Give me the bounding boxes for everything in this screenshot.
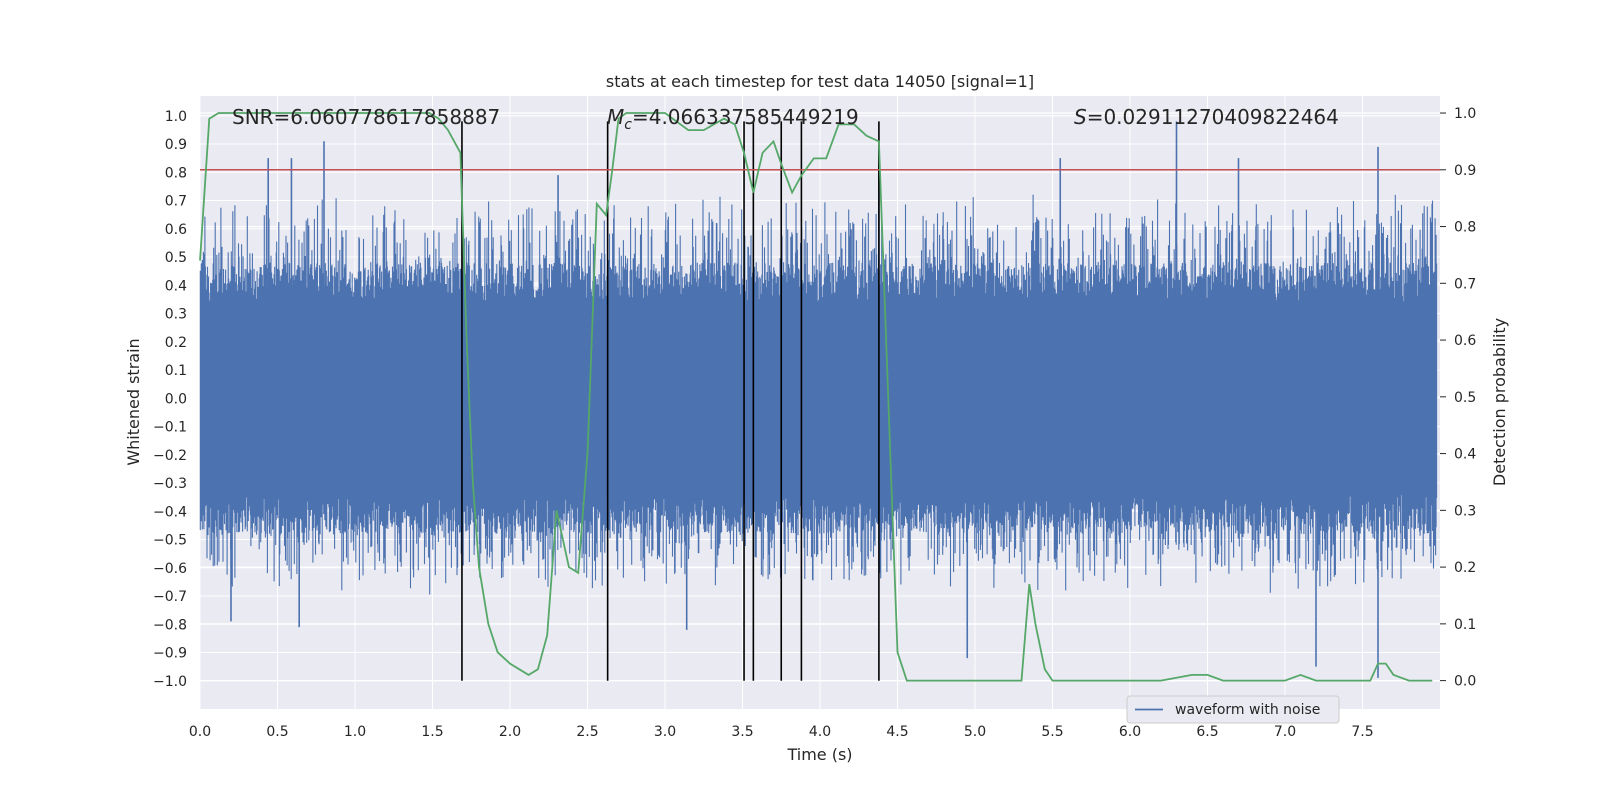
y-right-tick-label: 0.0 — [1454, 674, 1476, 690]
y-right-axis-label: Detection probability — [1490, 318, 1509, 486]
mc-symbol: M — [607, 105, 624, 129]
y-right-tick-label: 0.8 — [1454, 220, 1476, 236]
mc-subscript: c — [624, 117, 632, 133]
y-left-tick-label: −0.4 — [153, 504, 187, 520]
x-tick-label: 6.0 — [1119, 724, 1141, 740]
x-tick-label: 0.5 — [266, 724, 288, 740]
y-left-tick-label: −0.5 — [153, 533, 187, 549]
y-left-tick-label: −0.8 — [153, 617, 187, 633]
s-symbol: S — [1074, 105, 1087, 129]
y-right-tick-label: 0.4 — [1454, 447, 1476, 463]
x-tick-label: 7.5 — [1351, 724, 1373, 740]
y-right-tick-labels: 0.0 0.1 0.2 0.3 0.4 0.5 0.6 0.7 0.8 0.9 1.0 — [1440, 106, 1476, 690]
x-tick-label: 2.0 — [499, 724, 521, 740]
mc-annotation: Mc=4.066337585449219 — [607, 105, 859, 133]
y-left-tick-label: 0.6 — [165, 222, 187, 238]
y-left-tick-label: 0.1 — [165, 363, 187, 379]
y-left-tick-labels: −1.0 −0.9 −0.8 −0.7 −0.6 −0.5 −0.4 −0.3 −0.2 −0.1… — [153, 109, 187, 690]
x-tick-label: 2.5 — [576, 724, 598, 740]
y-right-tick-label: 1.0 — [1454, 106, 1476, 122]
x-tick-label: 6.5 — [1196, 724, 1218, 740]
y-right-tick-label: 0.7 — [1454, 276, 1476, 292]
y-left-axis-label: Whitened strain — [124, 338, 143, 465]
x-tick-label: 4.5 — [886, 724, 908, 740]
x-tick-label: 0.0 — [189, 724, 211, 740]
x-tick-label: 5.5 — [1041, 724, 1063, 740]
x-tick-label: 1.0 — [344, 724, 366, 740]
y-right-tick-label: 0.5 — [1454, 390, 1476, 406]
x-tick-label: 4.0 — [809, 724, 831, 740]
s-annotation: S=0.02911270409822464 — [1074, 105, 1339, 129]
y-right-tick-label: 0.6 — [1454, 333, 1476, 349]
mc-value: =4.066337585449219 — [632, 105, 859, 129]
y-left-tick-label: −0.6 — [153, 561, 187, 577]
y-left-tick-label: −0.9 — [153, 646, 187, 662]
y-left-tick-label: −0.7 — [153, 589, 187, 605]
y-left-tick-label: 1.0 — [165, 109, 187, 125]
x-tick-label: 3.5 — [731, 724, 753, 740]
y-right-tick-label: 0.1 — [1454, 617, 1476, 633]
x-tick-label: 7.0 — [1274, 724, 1296, 740]
x-tick-label: 3.0 — [654, 724, 676, 740]
y-left-tick-label: 0.0 — [165, 391, 187, 407]
legend-label: waveform with noise — [1175, 702, 1320, 718]
x-tick-labels: 0.0 0.5 1.0 1.5 2.0 2.5 3.0 3.5 4.0 4.5 5.0 5.5 6.0 6… — [189, 724, 1374, 740]
probability-line — [199, 112, 1433, 682]
x-axis-label: Time (s) — [786, 745, 852, 764]
y-left-tick-label: 0.4 — [165, 278, 187, 294]
y-left-tick-label: 0.2 — [165, 335, 187, 351]
s-value: =0.02911270409822464 — [1087, 105, 1339, 129]
y-right-tick-label: 0.9 — [1454, 163, 1476, 179]
y-left-tick-label: −0.2 — [153, 448, 187, 464]
chart-title: stats at each timestep for test data 140… — [606, 72, 1034, 91]
y-left-tick-label: 0.8 — [165, 165, 187, 181]
y-left-tick-label: −1.0 — [153, 674, 187, 690]
y-right-tick-label: 0.3 — [1454, 503, 1476, 519]
y-left-tick-label: −0.3 — [153, 476, 187, 492]
legend-box — [1126, 695, 1340, 724]
y-left-tick-label: 0.9 — [165, 137, 187, 153]
y-left-tick-label: −0.1 — [153, 420, 187, 436]
y-right-tick-label: 0.2 — [1454, 560, 1476, 576]
y-left-tick-label: 0.5 — [165, 250, 187, 266]
x-tick-label: 1.5 — [421, 724, 443, 740]
snr-annotation: SNR=6.060778617858887 — [232, 105, 500, 129]
legend: waveform with noise — [1126, 695, 1340, 724]
y-left-tick-label: 0.3 — [165, 307, 187, 323]
y-left-tick-label: 0.7 — [165, 194, 187, 210]
x-tick-label: 5.0 — [964, 724, 986, 740]
